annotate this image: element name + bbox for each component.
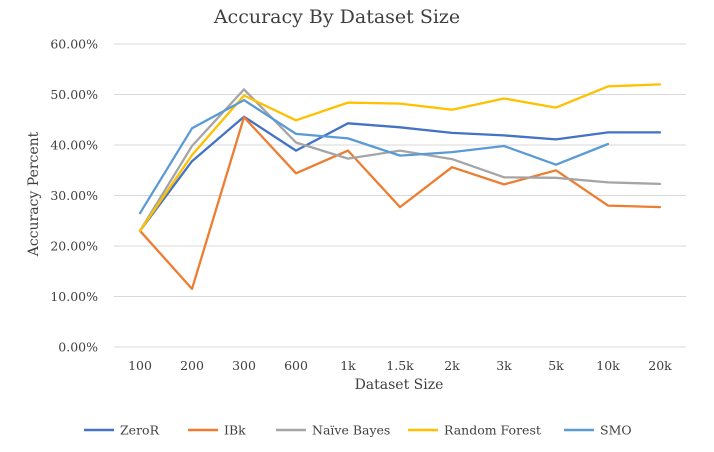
x-axis-ticks: 100 200 300 600 1k 1.5k 2k 3k 5k 10k 20k: [128, 358, 672, 373]
legend-label-random-forest: Random Forest: [444, 423, 541, 438]
x-tick-label: 20k: [648, 358, 672, 373]
x-tick-label: 600: [284, 358, 308, 373]
x-tick-label: 100: [128, 358, 152, 373]
x-tick-label: 3k: [496, 358, 512, 373]
series-line-smo: [138, 98, 610, 215]
legend-label-na-ve-bayes: Naïve Bayes: [312, 423, 390, 438]
x-tick-label: 1k: [340, 358, 356, 373]
y-tick-label: 50.00%: [50, 87, 98, 102]
x-tick-label: 10k: [596, 358, 620, 373]
legend-label-zeror: ZeroR: [120, 423, 160, 438]
series-line-ibk: [138, 116, 662, 291]
y-tick-label: 60.00%: [50, 37, 98, 52]
x-tick-label: 300: [232, 358, 256, 373]
legend-label-ibk: IBk: [224, 423, 246, 438]
chart-title: Accuracy By Dataset Size: [213, 6, 460, 28]
x-tick-label: 1.5k: [386, 358, 414, 373]
x-tick-label: 2k: [444, 358, 460, 373]
series-line-random-forest: [138, 83, 662, 232]
y-tick-label: 20.00%: [50, 239, 98, 254]
x-axis-title: Dataset Size: [355, 377, 444, 393]
x-tick-label: 5k: [548, 358, 564, 373]
y-tick-label: 10.00%: [50, 289, 98, 304]
legend-label-smo: SMO: [600, 423, 632, 438]
y-tick-label: 0.00%: [58, 340, 98, 355]
y-axis-ticks: 0.00% 10.00% 20.00% 30.00% 40.00% 50.00% 60.00…: [50, 37, 98, 355]
y-axis-title: Accuracy Percent: [26, 131, 42, 257]
series-lines: [138, 83, 662, 291]
legend: ZeroR IBk Naïve Bayes Random Forest SMO: [84, 423, 632, 438]
series-line-na-ve-bayes: [138, 88, 662, 232]
series-line-zeror: [138, 115, 662, 232]
x-tick-label: 200: [180, 358, 204, 373]
y-tick-label: 30.00%: [50, 188, 98, 203]
y-tick-label: 40.00%: [50, 138, 98, 153]
